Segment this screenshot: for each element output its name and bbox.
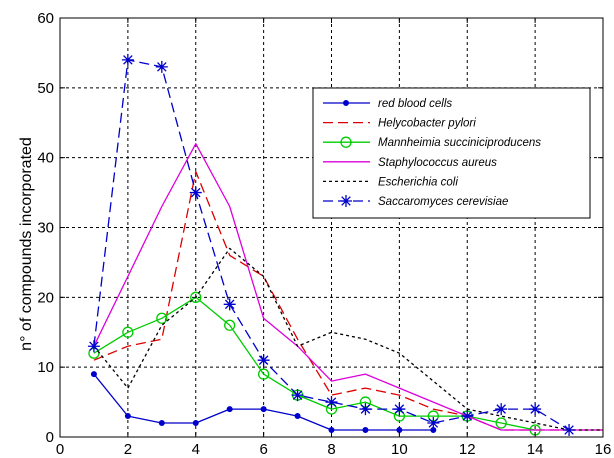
legend-swatch-marker — [340, 195, 352, 207]
data-point — [260, 406, 267, 413]
y-tick-label: 60 — [37, 10, 54, 27]
legend-swatch-marker — [340, 136, 352, 148]
x-tick-label: 6 — [259, 441, 267, 458]
legend-label: Escherichia coli — [378, 176, 458, 188]
data-point — [90, 371, 97, 378]
y-tick-label: 30 — [37, 220, 54, 237]
legend-item: Saccaromyces cerevisiae — [323, 195, 508, 208]
data-point — [393, 403, 406, 416]
data-point — [87, 340, 100, 353]
data-point — [294, 413, 301, 420]
data-point — [495, 403, 508, 416]
data-point — [226, 406, 233, 413]
legend-box — [312, 87, 591, 219]
y-axis-label: n° of compounds incorporated — [18, 137, 35, 351]
series-line — [93, 247, 603, 431]
series-line — [93, 59, 570, 431]
series-5 — [93, 247, 603, 431]
data-point — [122, 326, 134, 338]
legend-item: Staphylococcus aureus — [323, 157, 497, 169]
data-point — [359, 403, 372, 416]
x-tick-label: 0 — [56, 441, 64, 458]
legend-item: Helycobacter pylori — [323, 118, 476, 130]
data-point — [257, 368, 270, 380]
x-tick-label: 14 — [527, 441, 544, 458]
data-point — [495, 417, 507, 429]
data-point — [427, 417, 440, 430]
y-tick-label: 0 — [46, 429, 54, 446]
series-line — [93, 170, 603, 431]
data-point — [529, 403, 542, 416]
legend-item: Mannheimia succiniciproducens — [323, 136, 541, 149]
data-point — [224, 319, 236, 331]
x-tick-label: 16 — [595, 441, 612, 458]
x-tick-label: 10 — [391, 441, 408, 458]
data-point — [461, 410, 474, 423]
data-point — [124, 413, 131, 420]
data-point — [121, 53, 134, 66]
data-point — [156, 312, 168, 324]
legend-item: red blood cells — [323, 98, 452, 110]
data-point — [158, 420, 165, 427]
data-point — [192, 420, 199, 427]
data-point — [189, 186, 202, 199]
series-6 — [87, 53, 576, 437]
series-4 — [93, 143, 603, 431]
series-line — [93, 143, 603, 431]
data-point — [325, 396, 338, 409]
series-1 — [90, 371, 437, 434]
y-tick-label: 50 — [37, 80, 54, 97]
series-layer — [87, 53, 603, 437]
series-2 — [93, 170, 603, 431]
legend: red blood cells Helycobacter pylori Mannhe… — [312, 87, 591, 219]
data-point — [328, 427, 335, 434]
data-point — [291, 389, 304, 402]
x-tick-label: 8 — [327, 441, 335, 458]
legend-label: Staphylococcus aureus — [378, 157, 497, 169]
y-tick-label: 20 — [37, 289, 54, 306]
y-tick-label: 40 — [37, 150, 54, 167]
grid-layer — [60, 18, 603, 437]
x-tick-label: 12 — [459, 441, 476, 458]
data-point — [223, 298, 236, 311]
data-point — [362, 427, 369, 434]
data-point — [257, 354, 270, 367]
legend-label: Mannheimia succiniciproducens — [378, 137, 541, 149]
legend-swatch-marker — [343, 100, 349, 106]
data-point — [396, 427, 403, 434]
data-point — [155, 60, 168, 73]
x-tick-label: 4 — [192, 441, 200, 458]
legend-item: Escherichia coli — [323, 176, 458, 188]
legend-label: Saccaromyces cerevisiae — [378, 196, 508, 208]
axes-layer: 0 2 4 6 8 10 12 14 16 0 10 20 30 40 50 60 — [37, 10, 611, 458]
legend-label: Helycobacter pylori — [378, 118, 476, 130]
data-point — [563, 424, 576, 437]
legend-label: red blood cells — [378, 98, 452, 110]
data-point — [190, 291, 202, 303]
y-tick-label: 10 — [37, 359, 54, 376]
x-tick-label: 2 — [124, 441, 132, 458]
